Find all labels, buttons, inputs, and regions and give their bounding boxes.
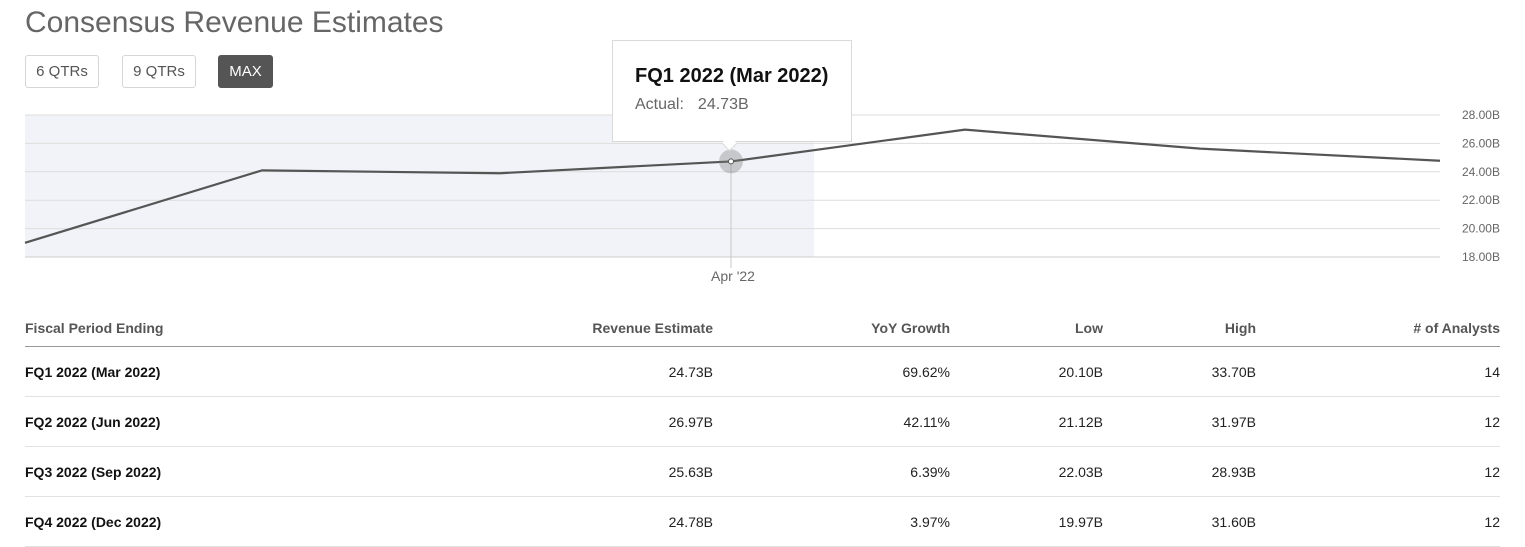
estimates-table: Fiscal Period Ending Revenue Estimate Yo… xyxy=(25,310,1500,547)
cell-period: FQ2 2022 (Jun 2022) xyxy=(25,396,415,447)
cell-period: FQ4 2022 (Dec 2022) xyxy=(25,496,415,547)
tooltip-title: FQ1 2022 (Mar 2022) xyxy=(635,65,829,87)
cell-analysts: 12 xyxy=(1256,446,1500,497)
table-row: FQ3 2022 (Sep 2022) 25.63B 6.39% 22.03B … xyxy=(25,446,1500,497)
header-high[interactable]: High xyxy=(1103,310,1256,347)
header-low[interactable]: Low xyxy=(950,310,1103,347)
cell-high: 31.97B xyxy=(1103,396,1256,447)
x-tick-label: Apr '22 xyxy=(711,268,755,284)
table-header-row: Fiscal Period Ending Revenue Estimate Yo… xyxy=(25,310,1500,347)
y-tick-label: 24.00B xyxy=(1462,165,1500,179)
cell-period: FQ3 2022 (Sep 2022) xyxy=(25,446,415,497)
table-row: FQ1 2022 (Mar 2022) 24.73B 69.62% 20.10B… xyxy=(25,346,1500,397)
table-row: FQ2 2022 (Jun 2022) 26.97B 42.11% 21.12B… xyxy=(25,396,1500,447)
tooltip-row: Actual: 24.73B xyxy=(635,96,829,114)
header-yoy-growth[interactable]: YoY Growth xyxy=(713,310,950,347)
cell-yoy-growth: 69.62% xyxy=(713,346,950,397)
cell-low: 21.12B xyxy=(950,396,1103,447)
range-6-qtrs-button[interactable]: 6 QTRs xyxy=(25,55,99,88)
cell-revenue-estimate: 26.97B xyxy=(415,396,713,447)
cell-low: 22.03B xyxy=(950,446,1103,497)
table-row: FQ4 2022 (Dec 2022) 24.78B 3.97% 19.97B … xyxy=(25,496,1500,547)
y-tick-label: 20.00B xyxy=(1462,222,1500,236)
cell-analysts: 12 xyxy=(1256,496,1500,547)
cell-high: 28.93B xyxy=(1103,446,1256,497)
cell-low: 19.97B xyxy=(950,496,1103,547)
page-title: Consensus Revenue Estimates xyxy=(25,6,444,39)
cell-analysts: 14 xyxy=(1256,346,1500,397)
y-tick-label: 26.00B xyxy=(1462,136,1500,150)
chart-tooltip: FQ1 2022 (Mar 2022) Actual: 24.73B xyxy=(612,40,852,142)
cell-revenue-estimate: 24.78B xyxy=(415,496,713,547)
cell-yoy-growth: 42.11% xyxy=(713,396,950,447)
data-point[interactable] xyxy=(728,158,734,165)
y-tick-label: 18.00B xyxy=(1462,250,1500,264)
y-tick-label: 28.00B xyxy=(1462,108,1500,122)
range-9-qtrs-button[interactable]: 9 QTRs xyxy=(122,55,196,88)
header-revenue-estimate[interactable]: Revenue Estimate xyxy=(415,310,713,347)
tooltip-value: 24.73B xyxy=(697,96,749,113)
tooltip-label: Actual: xyxy=(635,96,684,113)
range-max-button[interactable]: MAX xyxy=(218,55,273,88)
cell-period: FQ1 2022 (Mar 2022) xyxy=(25,346,415,397)
cell-revenue-estimate: 25.63B xyxy=(415,446,713,497)
cell-high: 33.70B xyxy=(1103,346,1256,397)
cell-analysts: 12 xyxy=(1256,396,1500,447)
y-tick-label: 22.00B xyxy=(1462,193,1500,207)
cell-low: 20.10B xyxy=(950,346,1103,397)
header-fiscal-period[interactable]: Fiscal Period Ending xyxy=(25,310,415,347)
cell-revenue-estimate: 24.73B xyxy=(415,346,713,397)
cell-yoy-growth: 3.97% xyxy=(713,496,950,547)
cell-high: 31.60B xyxy=(1103,496,1256,547)
header-analysts[interactable]: # of Analysts xyxy=(1256,310,1500,347)
cell-yoy-growth: 6.39% xyxy=(713,446,950,497)
